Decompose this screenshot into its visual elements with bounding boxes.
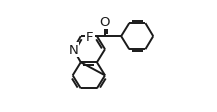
Text: F: F bbox=[86, 30, 94, 43]
Text: N: N bbox=[68, 43, 78, 56]
Text: O: O bbox=[100, 16, 110, 29]
